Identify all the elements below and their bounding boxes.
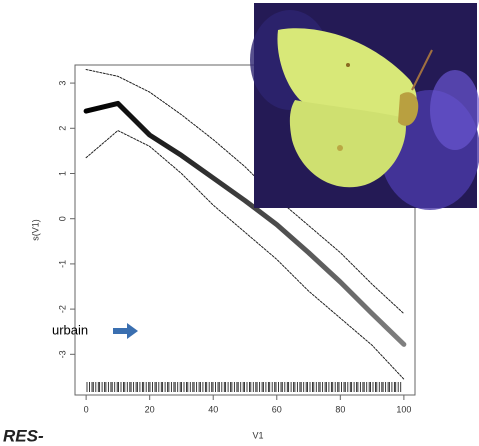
x-axis-label: V1 bbox=[252, 430, 263, 440]
chart: V1 s(V1) urbain RES- 0 20 40 60 80 100 -3 -2 -1 0… bbox=[0, 0, 479, 446]
x-tick-label: 40 bbox=[208, 404, 218, 414]
y-tick-label: -2 bbox=[57, 305, 67, 313]
logo: RES- bbox=[3, 426, 44, 445]
annotation: urbain bbox=[52, 322, 88, 337]
y-tick-label: -1 bbox=[57, 260, 67, 268]
y-tick-label: 0 bbox=[57, 216, 67, 221]
y-tick-label: 3 bbox=[57, 81, 67, 86]
y-tick-label: -3 bbox=[57, 350, 67, 358]
x-tick-label: 100 bbox=[396, 404, 411, 414]
butterfly-photo bbox=[250, 3, 479, 210]
page: {"chart_data": {"type": "line", "xlabel"… bbox=[0, 0, 479, 446]
y-axis-label: s(V1) bbox=[30, 219, 40, 241]
arrow bbox=[113, 323, 138, 339]
x-tick-label: 60 bbox=[272, 404, 282, 414]
x-tick-label: 0 bbox=[84, 404, 89, 414]
y-tick-label: 2 bbox=[57, 126, 67, 131]
x-tick-label: 80 bbox=[335, 404, 345, 414]
y-tick-label: 1 bbox=[57, 171, 67, 176]
rug bbox=[87, 382, 401, 392]
x-tick-label: 20 bbox=[145, 404, 155, 414]
